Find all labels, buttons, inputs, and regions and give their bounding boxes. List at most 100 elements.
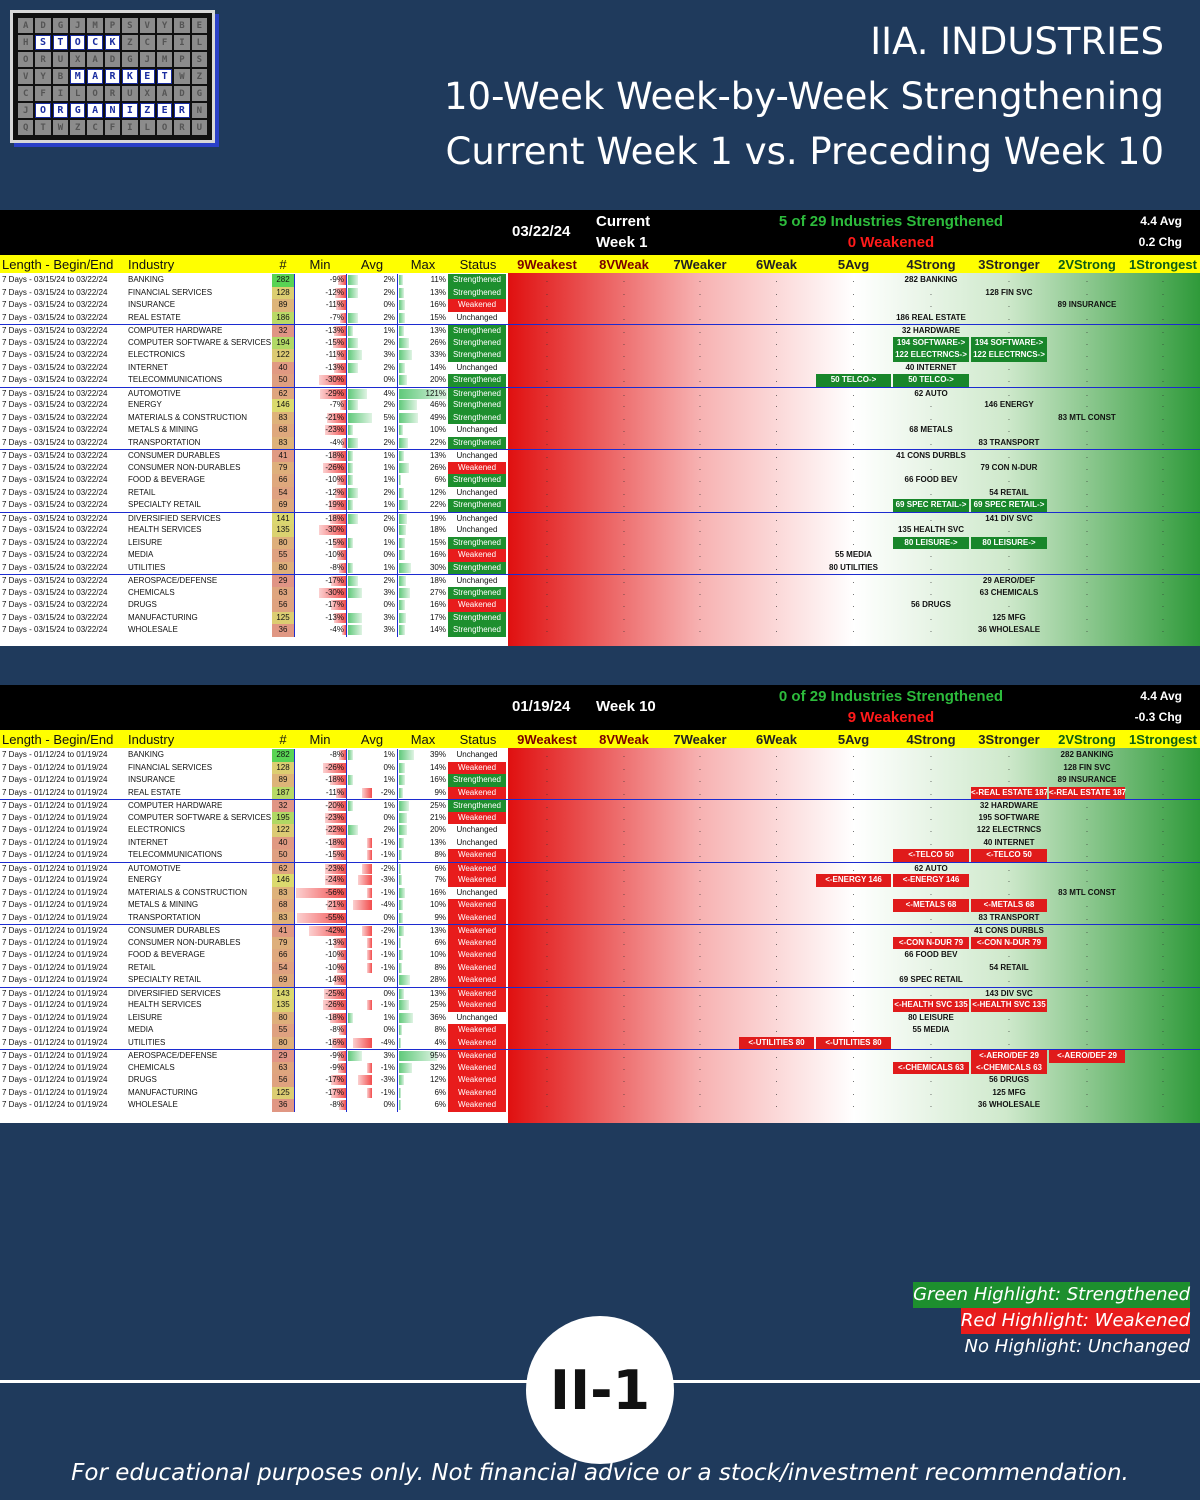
strength-label: 68 METALS	[909, 425, 953, 434]
row-max: 13%	[429, 326, 446, 335]
placeholder-dot: .	[698, 287, 702, 297]
row-min: -11%	[325, 350, 344, 359]
placeholder-dot: .	[622, 587, 626, 597]
table-row: 7 Days - 03/15/24 to 03/22/24 INTERNET 40 -…	[0, 361, 1200, 374]
logo-tile: E	[191, 18, 207, 33]
row-avg: 0%	[383, 375, 395, 384]
row-avg: 2%	[383, 275, 395, 284]
placeholder-dot: .	[545, 1037, 549, 1047]
strength-label: 69 SPEC RETAIL	[899, 975, 963, 984]
column-divider	[346, 336, 347, 349]
row-min: -13%	[325, 362, 344, 372]
panel-week-line-1: Week 10	[596, 698, 656, 715]
placeholder-dot: .	[852, 863, 855, 873]
row-max: 18%	[429, 576, 446, 585]
row-period: 7 Days - 01/12/24 to 01/19/24	[2, 812, 108, 822]
logo-tile: Z	[70, 120, 86, 135]
table-row: 7 Days - 03/15/24 to 03/22/24 BANKING 282 -…	[0, 274, 1200, 287]
row-period: 7 Days - 03/15/24 to 03/22/24	[2, 362, 108, 372]
placeholder-dot: .	[1007, 300, 1011, 309]
placeholder-dot: .	[1085, 837, 1089, 847]
placeholder-dot: .	[929, 487, 933, 497]
placeholder-dot: .	[775, 451, 778, 460]
row-industry: ENERGY	[128, 400, 162, 409]
column-divider	[397, 786, 398, 799]
column-divider	[294, 349, 295, 362]
row-avg: -4%	[380, 900, 395, 909]
placeholder-dot: .	[1085, 625, 1089, 634]
row-count: 69	[272, 974, 294, 987]
row-industry: WHOLESALE	[128, 625, 178, 634]
row-industry: MANUFACTURING	[128, 612, 198, 622]
column-divider	[346, 486, 347, 499]
row-industry: MEDIA	[128, 1025, 154, 1034]
column-divider	[397, 411, 398, 424]
logo-tile: P	[174, 52, 190, 67]
column-divider	[346, 474, 347, 487]
row-status: Weakened	[448, 1050, 506, 1063]
strength-label: 29 AERO/DEF	[982, 576, 1036, 585]
row-status: Strengthened	[448, 499, 506, 512]
row-period: 7 Days - 03/15/24 to 03/22/24	[2, 576, 108, 585]
placeholder-dot: .	[698, 487, 702, 497]
column-divider	[397, 399, 398, 412]
row-max: 25%	[429, 1000, 446, 1009]
header-status: Status	[459, 256, 497, 272]
placeholder-dot: .	[852, 1012, 855, 1022]
logo-tile: J	[18, 103, 34, 118]
header-count: #	[279, 731, 287, 747]
avg-bar	[348, 287, 358, 298]
placeholder-dot: .	[852, 462, 855, 472]
placeholder-dot: .	[852, 962, 855, 972]
row-industry: LEISURE	[128, 537, 163, 547]
strength-label: 80 LEISURE->	[893, 536, 969, 549]
placeholder-dot: .	[852, 500, 855, 509]
row-industry: BANKING	[128, 750, 165, 759]
row-industry: LEISURE	[128, 1012, 163, 1022]
row-period: 7 Days - 03/15/24 to 03/22/24	[2, 400, 108, 409]
max-bar	[399, 863, 402, 874]
placeholder-dot: .	[775, 525, 778, 534]
placeholder-dot: .	[698, 775, 702, 784]
min-bar	[332, 337, 346, 348]
row-min: -17%	[325, 600, 344, 609]
placeholder-dot: .	[545, 500, 549, 509]
column-divider	[294, 512, 295, 524]
row-min: -13%	[325, 937, 344, 947]
avg-bar	[348, 1051, 363, 1061]
placeholder-dot: .	[852, 1062, 855, 1072]
column-divider	[397, 536, 398, 549]
strength-label: 89 INSURANCE	[1057, 775, 1117, 784]
column-divider	[397, 486, 398, 499]
row-avg: 1%	[383, 1012, 395, 1022]
placeholder-dot: .	[1161, 750, 1165, 759]
row-max: 6%	[434, 1100, 446, 1109]
logo-tile: O	[156, 120, 173, 135]
row-status: Unchanged	[456, 451, 498, 460]
min-bar	[337, 475, 346, 485]
placeholder-dot: .	[698, 500, 702, 509]
strength-label: 63 CHEMICALS	[979, 587, 1039, 597]
column-divider	[346, 361, 347, 374]
logo-tile: C	[18, 86, 34, 101]
strength-label: <-AERO/DEF 29	[1049, 1050, 1125, 1063]
row-count: 50	[272, 374, 294, 387]
placeholder-dot: .	[622, 801, 626, 810]
row-count: 187	[272, 786, 294, 799]
logo-tile: A	[18, 18, 34, 33]
row-industry: MANUFACTURING	[128, 1087, 198, 1097]
placeholder-dot: .	[852, 388, 855, 398]
row-avg: 2%	[383, 400, 395, 409]
max-bar	[399, 1025, 403, 1035]
logo-tile: B	[52, 69, 69, 84]
row-max: 10%	[429, 425, 446, 434]
column-divider	[294, 561, 295, 574]
column-divider	[294, 486, 295, 499]
placeholder-dot: .	[622, 576, 626, 585]
row-min: -20%	[325, 801, 344, 810]
column-divider	[294, 361, 295, 374]
row-min: -14%	[325, 975, 344, 984]
placeholder-dot: .	[852, 1051, 855, 1060]
panel-header: 01/19/24 Week 10 0 of 29 Industries Streng…	[0, 685, 1200, 730]
